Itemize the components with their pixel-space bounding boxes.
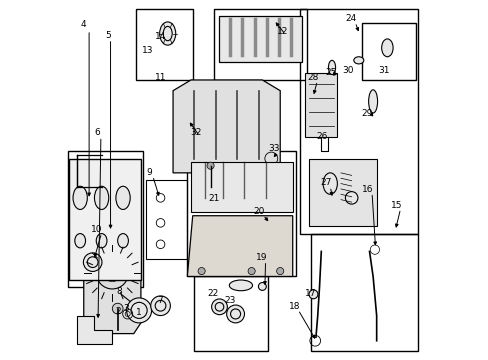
Circle shape xyxy=(276,267,283,275)
Ellipse shape xyxy=(131,302,147,319)
Ellipse shape xyxy=(116,186,130,210)
Text: 5: 5 xyxy=(105,31,111,40)
Ellipse shape xyxy=(328,60,335,75)
Ellipse shape xyxy=(94,186,108,210)
Text: 33: 33 xyxy=(267,144,279,153)
Text: 18: 18 xyxy=(288,302,300,311)
Ellipse shape xyxy=(308,290,317,299)
Ellipse shape xyxy=(229,280,252,291)
Ellipse shape xyxy=(226,305,244,323)
Text: 3: 3 xyxy=(123,304,129,313)
Ellipse shape xyxy=(150,296,170,316)
Ellipse shape xyxy=(87,257,98,267)
Circle shape xyxy=(96,257,128,289)
Text: 15: 15 xyxy=(390,201,402,210)
Text: 24: 24 xyxy=(345,14,356,23)
Text: 25: 25 xyxy=(325,68,336,77)
Polygon shape xyxy=(173,80,280,173)
Text: 14: 14 xyxy=(155,32,166,41)
Text: 17: 17 xyxy=(305,289,316,298)
Bar xyxy=(194,276,267,351)
Ellipse shape xyxy=(163,26,172,41)
Ellipse shape xyxy=(96,234,107,248)
Text: 31: 31 xyxy=(378,66,389,75)
Circle shape xyxy=(198,267,205,275)
Text: 12: 12 xyxy=(276,27,287,36)
Polygon shape xyxy=(308,158,376,226)
Text: 30: 30 xyxy=(342,66,353,75)
Text: 2: 2 xyxy=(115,307,121,316)
Text: 27: 27 xyxy=(320,178,331,187)
Circle shape xyxy=(206,162,214,169)
Polygon shape xyxy=(187,216,292,276)
Text: 16: 16 xyxy=(361,185,373,194)
Ellipse shape xyxy=(83,253,102,271)
Text: 19: 19 xyxy=(256,253,267,262)
Bar xyxy=(362,23,415,80)
Polygon shape xyxy=(219,16,301,62)
Text: 9: 9 xyxy=(146,168,152,177)
Text: 10: 10 xyxy=(91,225,102,234)
Text: 4: 4 xyxy=(80,20,86,29)
Text: 1: 1 xyxy=(135,309,141,318)
Bar xyxy=(214,9,306,80)
Text: 20: 20 xyxy=(253,207,264,216)
Text: 6: 6 xyxy=(94,129,100,138)
Ellipse shape xyxy=(230,309,240,319)
Polygon shape xyxy=(83,202,141,334)
Bar xyxy=(135,9,192,80)
Polygon shape xyxy=(77,316,112,344)
Ellipse shape xyxy=(353,57,363,64)
Bar xyxy=(67,152,142,287)
Text: 28: 28 xyxy=(307,73,319,82)
Ellipse shape xyxy=(126,298,151,323)
Ellipse shape xyxy=(160,22,175,45)
Ellipse shape xyxy=(381,39,392,57)
Text: 23: 23 xyxy=(224,296,235,305)
Text: 8: 8 xyxy=(116,287,122,296)
Text: 32: 32 xyxy=(190,129,202,138)
Bar xyxy=(310,234,417,351)
Circle shape xyxy=(247,267,255,275)
Ellipse shape xyxy=(73,186,87,210)
Ellipse shape xyxy=(215,302,224,311)
Text: 21: 21 xyxy=(208,194,220,203)
Text: 13: 13 xyxy=(142,46,153,55)
Ellipse shape xyxy=(118,234,128,248)
Ellipse shape xyxy=(211,299,227,315)
Bar xyxy=(187,152,296,276)
Text: 11: 11 xyxy=(155,73,166,82)
Ellipse shape xyxy=(368,90,377,113)
Polygon shape xyxy=(69,158,141,280)
Text: 29: 29 xyxy=(361,109,372,118)
Polygon shape xyxy=(190,162,292,212)
Circle shape xyxy=(112,303,123,314)
Ellipse shape xyxy=(345,192,357,204)
Bar xyxy=(299,9,417,234)
Ellipse shape xyxy=(75,234,85,248)
Text: 26: 26 xyxy=(315,132,326,141)
Ellipse shape xyxy=(155,300,165,311)
Polygon shape xyxy=(305,73,337,137)
Ellipse shape xyxy=(258,283,266,291)
Text: 22: 22 xyxy=(206,289,218,298)
Text: 7: 7 xyxy=(157,296,163,305)
Ellipse shape xyxy=(323,173,337,194)
Circle shape xyxy=(103,264,121,282)
